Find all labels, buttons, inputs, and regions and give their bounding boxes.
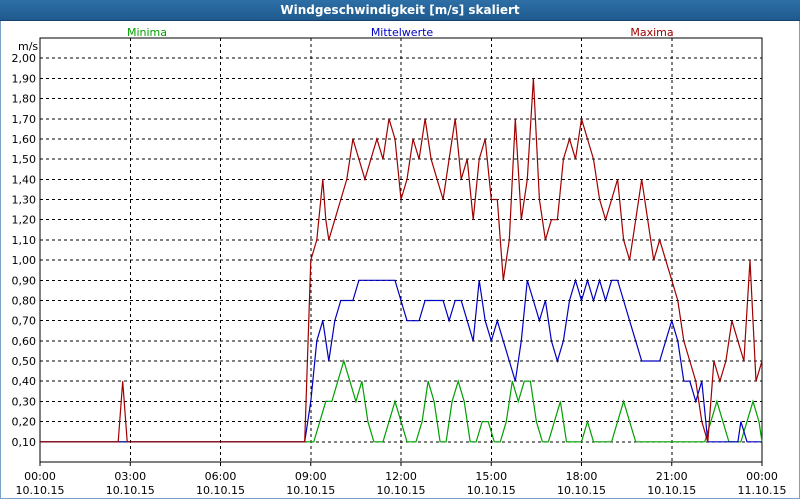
x-tick-date: 10.10.15	[196, 484, 245, 497]
y-tick-label: 1,70	[12, 113, 37, 126]
y-tick-label: 0,10	[12, 436, 37, 449]
x-tick-time: 12:00	[385, 470, 417, 483]
y-axis-unit: m/s	[18, 40, 38, 53]
x-tick-date: 10.10.15	[106, 484, 155, 497]
x-tick-time: 00:00	[24, 470, 56, 483]
y-tick-label: 1,90	[12, 72, 37, 85]
y-tick-label: 1,40	[12, 173, 37, 186]
x-tick-date: 10.10.15	[647, 484, 696, 497]
y-tick-label: 1,10	[12, 234, 37, 247]
x-tick-date: 10.10.15	[467, 484, 516, 497]
axes	[39, 37, 763, 466]
x-tick-time: 06:00	[205, 470, 237, 483]
x-tick-date: 10.10.15	[377, 484, 426, 497]
series-line-maxima	[40, 78, 763, 443]
y-tick-label: 0,60	[12, 335, 37, 348]
legend-item-maxima: Maxima	[630, 26, 673, 39]
series-line-minima	[40, 358, 763, 443]
legend-item-minima: Minima	[127, 26, 167, 39]
series-lines	[40, 78, 763, 443]
y-tick-label: 2,00	[12, 52, 37, 65]
plot-area-border	[39, 37, 763, 463]
legend-item-mittelwerte: Mittelwerte	[371, 26, 434, 39]
y-tick-label: 1,20	[12, 214, 37, 227]
title-bar: Windgeschwindigkeit [m/s] skaliert	[0, 0, 800, 21]
x-axis-ticks: 00:0010.10.1503:0010.10.1506:0010.10.150…	[16, 470, 787, 497]
y-tick-label: 0,50	[12, 355, 37, 368]
x-tick-time: 18:00	[566, 470, 598, 483]
x-tick-date: 10.10.15	[286, 484, 335, 497]
y-tick-label: 0,90	[12, 274, 37, 287]
y-tick-label: 0,30	[12, 395, 37, 408]
x-tick-date: 11.10.15	[738, 484, 787, 497]
y-axis-ticks: 0,10 0,20 0,30 0,40 0,50 0,60 0,70 0,80 0,90 1,00…	[12, 52, 37, 449]
y-tick-label: 1,30	[12, 194, 37, 207]
legend: Minima Mittelwerte Maxima	[127, 26, 674, 39]
y-tick-label: 1,00	[12, 254, 37, 267]
x-tick-date: 10.10.15	[16, 484, 65, 497]
y-tick-label: 1,80	[12, 93, 37, 106]
x-tick-time: 21:00	[656, 470, 688, 483]
chart-title: Windgeschwindigkeit [m/s] skaliert	[280, 3, 520, 17]
x-tick-time: 09:00	[295, 470, 327, 483]
y-tick-label: 0,70	[12, 315, 37, 328]
series-line-mittelwerte	[40, 278, 762, 443]
x-tick-time: 15:00	[475, 470, 507, 483]
grid	[40, 38, 762, 462]
y-tick-label: 1,60	[12, 133, 37, 146]
x-tick-time: 03:00	[114, 470, 146, 483]
y-tick-label: 1,50	[12, 153, 37, 166]
x-tick-time: 00:00	[746, 470, 778, 483]
y-tick-label: 0,20	[12, 416, 37, 429]
y-tick-label: 0,80	[12, 294, 37, 307]
y-tick-label: 0,40	[12, 375, 37, 388]
x-tick-date: 10.10.15	[557, 484, 606, 497]
